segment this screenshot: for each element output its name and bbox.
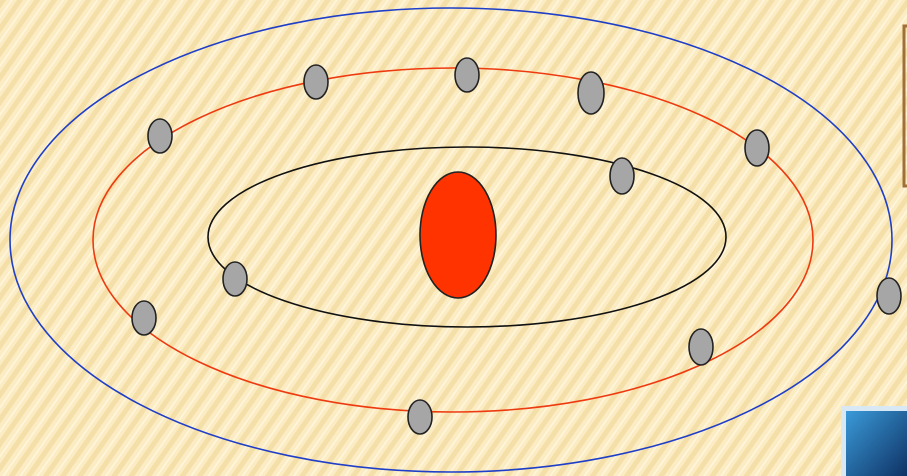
electron bbox=[407, 399, 433, 435]
middle-orbit bbox=[92, 67, 814, 413]
electron bbox=[222, 261, 248, 297]
side-bracket bbox=[902, 24, 907, 188]
electron bbox=[454, 57, 480, 93]
electron bbox=[303, 64, 329, 100]
electron bbox=[577, 71, 605, 115]
electron bbox=[688, 328, 714, 366]
electron bbox=[147, 118, 173, 154]
inner-orbit bbox=[207, 146, 727, 328]
electron bbox=[744, 129, 770, 167]
outer-orbit bbox=[9, 7, 893, 473]
corner-image bbox=[846, 411, 907, 476]
electron bbox=[876, 277, 902, 315]
electron bbox=[131, 300, 157, 336]
electrons bbox=[131, 57, 902, 435]
nucleus bbox=[419, 171, 497, 299]
electron bbox=[609, 157, 635, 195]
